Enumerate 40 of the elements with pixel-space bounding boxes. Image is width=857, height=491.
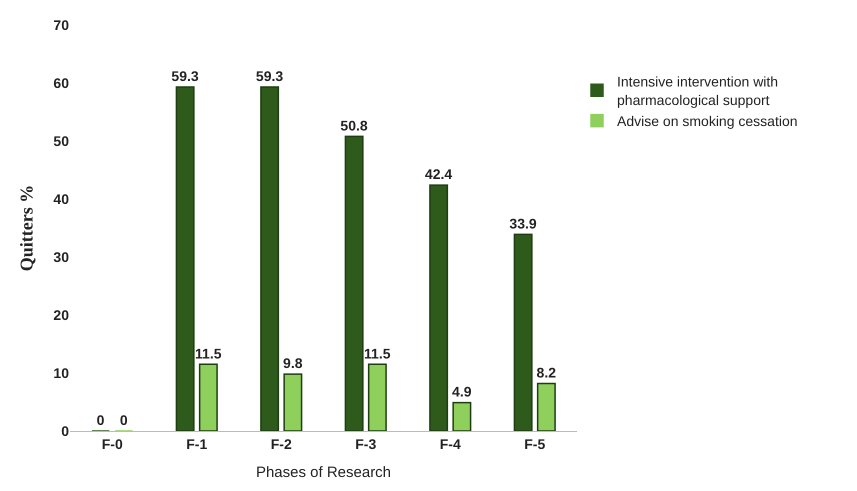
y-tick-label: 60 (53, 74, 70, 91)
data-label: 8.2 (536, 364, 556, 380)
bar (198, 364, 218, 431)
bar (344, 136, 364, 431)
y-tick-label: 0 (61, 422, 70, 439)
x-tick-label: F-3 (355, 436, 376, 452)
data-label: 0 (120, 412, 128, 428)
bar (283, 373, 302, 431)
y-axis-title: Quitters % (16, 184, 37, 272)
legend-label: Advise on smoking cessation (617, 113, 798, 130)
data-label: 11.5 (364, 345, 391, 362)
legend-label: Intensive intervention with pharmacological support (617, 74, 778, 108)
y-tick-label: 20 (53, 306, 70, 323)
bar (514, 234, 533, 431)
x-tick-label: F-1 (186, 436, 208, 452)
bar (368, 364, 387, 431)
data-label: 0 (96, 412, 105, 428)
y-tick-label: 50 (53, 132, 70, 149)
y-tick-label: 30 (53, 248, 70, 265)
y-tick-label: 40 (53, 190, 70, 207)
data-label: 33.9 (509, 215, 537, 232)
x-tick-label: F-5 (524, 436, 546, 452)
x-tick-label: F-2 (270, 436, 292, 452)
data-label: 42.4 (424, 166, 452, 182)
bar (260, 86, 280, 431)
y-tick-label: 70 (53, 16, 70, 33)
data-label: 9.8 (283, 355, 303, 372)
x-axis-title: Phases of Research (256, 464, 392, 481)
data-label: 50.8 (340, 117, 368, 134)
data-label: 4.9 (452, 384, 472, 400)
bar (452, 402, 472, 431)
data-label: 59.3 (171, 68, 199, 84)
bar (176, 86, 195, 431)
bar (429, 184, 448, 431)
x-tick-label: F-4 (440, 436, 461, 452)
data-label: 11.5 (195, 345, 222, 362)
data-label: 59.3 (256, 68, 284, 84)
y-tick-label: 10 (53, 364, 70, 381)
bar (536, 382, 556, 431)
x-tick-label: F-0 (102, 436, 123, 452)
